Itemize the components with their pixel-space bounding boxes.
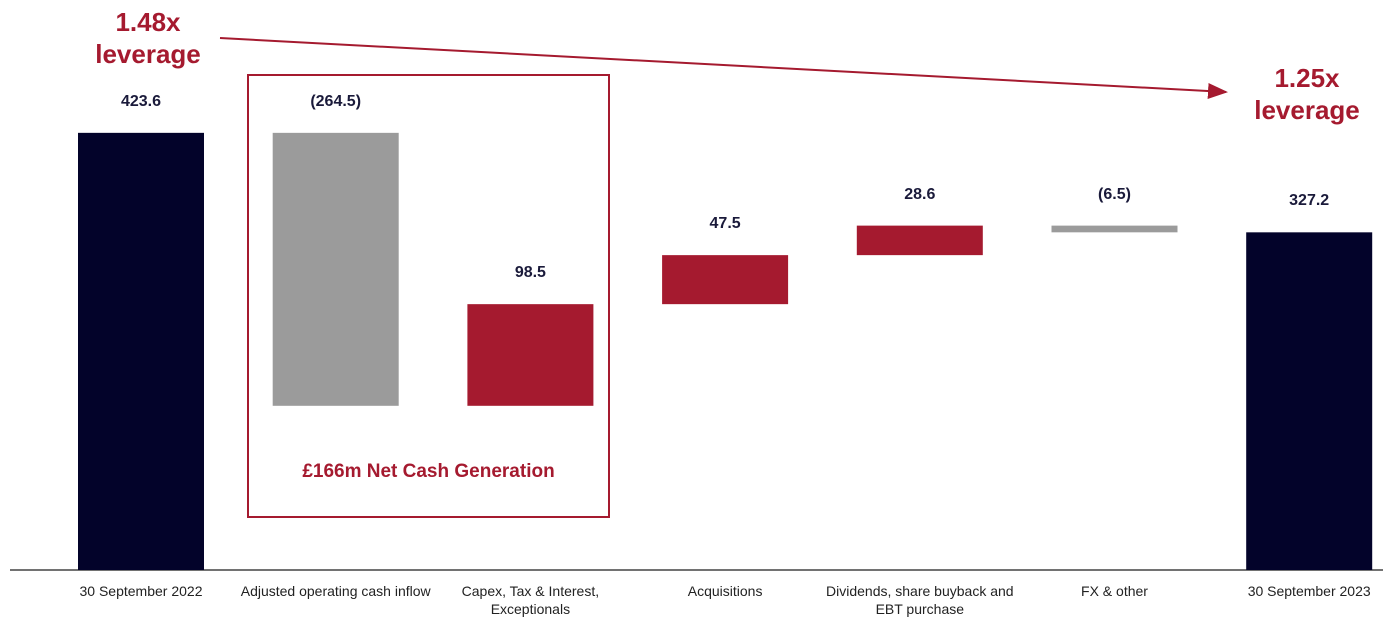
value-label: 327.2 bbox=[1289, 192, 1330, 210]
x-tick-label: Dividends, share buyback and EBT purchas… bbox=[826, 583, 1014, 617]
x-tick-label: Capex, Tax & Interest, Exceptionals bbox=[461, 583, 600, 617]
value-label: 423.6 bbox=[120, 92, 162, 110]
value-label: 98.5 bbox=[514, 264, 546, 282]
x-tick-label: FX & other bbox=[1081, 583, 1148, 599]
leverage-arrow bbox=[219, 37, 1228, 100]
annotation: leverage bbox=[95, 39, 201, 69]
box-label: £166m Net Cash Generation bbox=[302, 461, 555, 482]
annotation: 1.25x bbox=[1274, 63, 1340, 93]
annotation: leverage bbox=[1254, 95, 1360, 125]
value-label: (6.5) bbox=[1098, 185, 1131, 203]
value-label: 28.6 bbox=[904, 185, 936, 203]
bar bbox=[856, 225, 983, 256]
bar bbox=[467, 304, 594, 406]
x-tick-label: 30 September 2022 bbox=[79, 583, 203, 599]
x-tick-label: 30 September 2023 bbox=[1247, 583, 1371, 599]
bar bbox=[1051, 225, 1178, 233]
bar bbox=[662, 255, 789, 305]
value-label: (264.5) bbox=[310, 92, 362, 110]
annotation: 1.48x bbox=[115, 7, 181, 37]
value-label: 47.5 bbox=[709, 215, 741, 233]
bar bbox=[1246, 232, 1373, 571]
bar bbox=[272, 132, 399, 406]
x-tick-label: Acquisitions bbox=[687, 583, 763, 599]
bar bbox=[78, 132, 204, 571]
x-tick-label: Adjusted operating cash inflow bbox=[240, 583, 431, 599]
net-cash-box bbox=[247, 74, 610, 518]
end-leverage: 1.25x leverage bbox=[1227, 62, 1383, 126]
start-leverage: 1.48x leverage bbox=[68, 6, 228, 70]
